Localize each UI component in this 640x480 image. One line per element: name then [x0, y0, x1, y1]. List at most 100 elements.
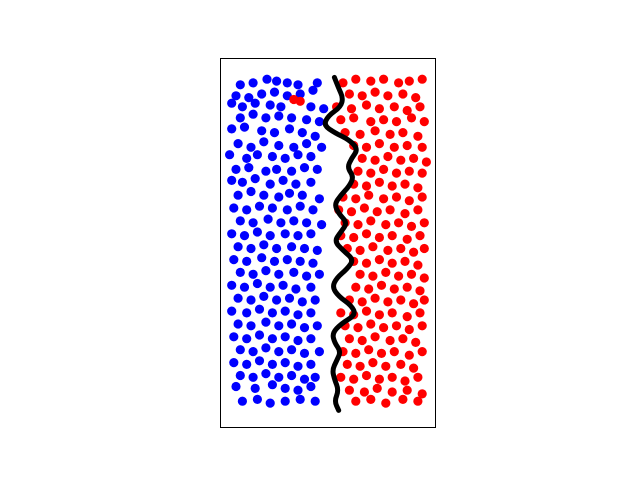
- scatter-point: [379, 323, 389, 333]
- scatter-point: [257, 126, 267, 136]
- scatter-point: [293, 150, 303, 160]
- scatter-point: [237, 177, 247, 187]
- scatter-point: [312, 164, 322, 174]
- scatter-point: [402, 282, 412, 292]
- scatter-point: [379, 164, 389, 174]
- scatter-point: [254, 330, 265, 340]
- scatter-point: [261, 166, 271, 176]
- scatter-point: [248, 269, 258, 279]
- scatter-point: [419, 243, 429, 254]
- scatter-point: [259, 137, 269, 147]
- scatter-point: [287, 242, 297, 252]
- scatter-point: [353, 166, 363, 176]
- scatter-point: [310, 396, 320, 406]
- scatter-point: [289, 267, 299, 277]
- scatter-point: [261, 266, 271, 276]
- scatter-point: [417, 142, 427, 152]
- scatter-point: [310, 131, 320, 141]
- scatter-point: [389, 102, 399, 112]
- scatter-point: [364, 190, 374, 200]
- scatter-point: [349, 232, 359, 243]
- scatter-point: [244, 163, 254, 173]
- scatter-point: [246, 295, 256, 305]
- scatter-point: [280, 306, 290, 316]
- scatter-point: [317, 142, 327, 152]
- scatter-point: [302, 271, 312, 281]
- scatter-point: [267, 308, 277, 318]
- scatter-point: [394, 218, 404, 228]
- scatter-point: [284, 293, 295, 303]
- scatter-point: [359, 203, 369, 213]
- scatter-point: [265, 179, 275, 189]
- scatter-point: [306, 102, 316, 112]
- scatter-point: [291, 284, 301, 294]
- scatter-point: [276, 218, 286, 228]
- scatter-point: [254, 201, 265, 211]
- scatter-point: [297, 128, 307, 138]
- scatter-point: [417, 74, 427, 84]
- scatter-point: [287, 166, 297, 176]
- scatter-point: [353, 323, 363, 333]
- scatter-point: [402, 385, 412, 395]
- scatter-point: [351, 194, 361, 204]
- scatter-point: [291, 179, 301, 189]
- scatter-point: [231, 381, 241, 392]
- scatter-point: [237, 396, 247, 406]
- scatter-point: [227, 306, 237, 316]
- scatter-point: [229, 203, 239, 213]
- scatter-point: [355, 361, 365, 371]
- scatter-point: [272, 76, 282, 86]
- scatter-point: [415, 286, 425, 296]
- scatter-point: [250, 174, 260, 184]
- scatter-point: [242, 359, 252, 369]
- scatter-point: [357, 91, 367, 101]
- scatter-point: [261, 343, 271, 353]
- scatter-point: [376, 348, 387, 358]
- scatter-point: [413, 183, 423, 193]
- scatter-point: [250, 98, 260, 108]
- scatter-point: [306, 151, 316, 162]
- scatter-point: [306, 334, 316, 344]
- scatter-point: [387, 181, 397, 191]
- scatter-point: [398, 128, 408, 138]
- scatter-point: [248, 347, 258, 357]
- scatter-point: [227, 98, 237, 108]
- scatter-point: [248, 109, 258, 119]
- scatter-point: [336, 372, 346, 382]
- scatter-point: [262, 74, 272, 84]
- scatter-point: [409, 247, 419, 257]
- scatter-point: [351, 348, 361, 358]
- scatter-point: [293, 335, 303, 346]
- scatter-point: [417, 321, 427, 331]
- scatter-point: [387, 387, 397, 397]
- scatter-point: [355, 245, 365, 255]
- scatter-point: [374, 139, 384, 149]
- scatter-point: [406, 113, 417, 123]
- scatter-point: [269, 128, 280, 138]
- scatter-point: [361, 370, 372, 381]
- scatter-point: [282, 205, 292, 215]
- scatter-point: [254, 356, 265, 366]
- scatter-point: [385, 205, 395, 215]
- scatter-point: [308, 205, 318, 215]
- scatter-point: [364, 345, 374, 355]
- scatter-point: [278, 280, 288, 290]
- scatter-point: [402, 312, 412, 322]
- scatter-point: [366, 216, 376, 226]
- scatter-point: [349, 374, 359, 384]
- scatter-point: [235, 345, 245, 355]
- scatter-point: [376, 280, 387, 290]
- scatter-point: [372, 207, 382, 217]
- scatter-point: [349, 113, 359, 123]
- scatter-point: [280, 383, 290, 393]
- scatter-point: [415, 308, 425, 318]
- scatter-point: [261, 113, 271, 123]
- scatter-point: [293, 361, 303, 371]
- scatter-point: [366, 394, 376, 404]
- scatter-point: [351, 396, 361, 406]
- scatter-point: [306, 177, 316, 187]
- scatter-point: [274, 269, 284, 279]
- scatter-point: [306, 282, 316, 292]
- scatter-point: [265, 282, 275, 292]
- scatter-point: [368, 242, 378, 252]
